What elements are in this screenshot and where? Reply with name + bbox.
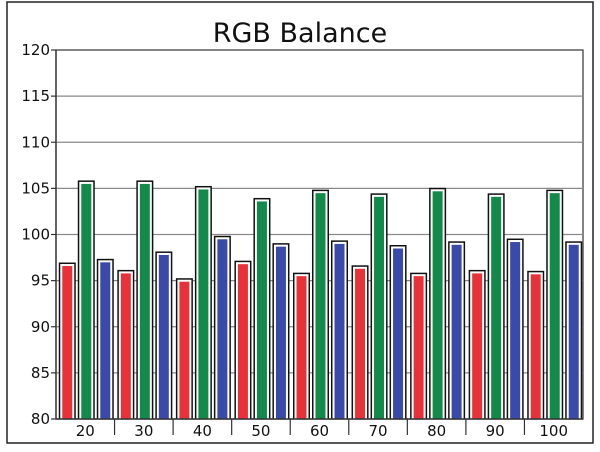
red-bar <box>530 274 541 419</box>
red-bar <box>355 268 366 419</box>
blue-bar <box>568 244 579 419</box>
red-bar <box>179 281 190 419</box>
x-tick-label: 50 <box>251 422 270 440</box>
blue-bar <box>393 248 404 419</box>
green-bar <box>315 193 326 419</box>
axis-layer: 80 85 90 95 100 105 110 115 120 20 30 40 50 60 70 80 90 1… <box>21 41 583 440</box>
x-tick-label: 40 <box>193 422 212 440</box>
y-tick-label: 105 <box>21 179 50 197</box>
green-bar <box>491 196 502 419</box>
blue-bar <box>334 243 345 419</box>
red-bar <box>120 273 131 419</box>
green-bar <box>432 191 443 419</box>
x-tick-label: 20 <box>76 422 95 440</box>
green-bar <box>198 189 209 419</box>
red-bar <box>472 273 483 419</box>
red-bar <box>413 276 424 419</box>
green-bar <box>139 183 150 419</box>
blue-bar <box>100 262 111 419</box>
outer-frame <box>6 1 594 444</box>
green-bar <box>374 196 385 419</box>
red-bar <box>237 264 248 419</box>
green-bar <box>81 183 92 419</box>
y-tick-label: 120 <box>21 41 50 59</box>
x-tick-label: 100 <box>539 422 568 440</box>
y-tick-label: 80 <box>31 410 50 428</box>
blue-bar <box>451 244 462 419</box>
y-tick-label: 95 <box>31 272 50 290</box>
blue-bar <box>275 246 286 419</box>
x-tick-label: 60 <box>310 422 329 440</box>
y-tick-label: 110 <box>21 133 50 151</box>
y-tick-label: 85 <box>31 364 50 382</box>
red-bar <box>296 276 307 419</box>
y-tick-label: 115 <box>21 87 50 105</box>
blue-bar <box>158 254 169 419</box>
x-tick-label: 30 <box>134 422 153 440</box>
green-bar <box>256 201 267 419</box>
x-tick-label: 90 <box>486 422 505 440</box>
red-bar <box>62 266 73 419</box>
blue-bar <box>217 239 228 419</box>
green-bar <box>549 193 560 419</box>
chart-title: RGB Balance <box>213 18 387 49</box>
x-tick-label: 80 <box>427 422 446 440</box>
blue-bar <box>510 242 521 419</box>
bars-layer <box>58 180 583 419</box>
y-tick-label: 100 <box>21 226 50 244</box>
x-tick-label: 70 <box>369 422 388 440</box>
y-tick-label: 90 <box>31 318 50 336</box>
